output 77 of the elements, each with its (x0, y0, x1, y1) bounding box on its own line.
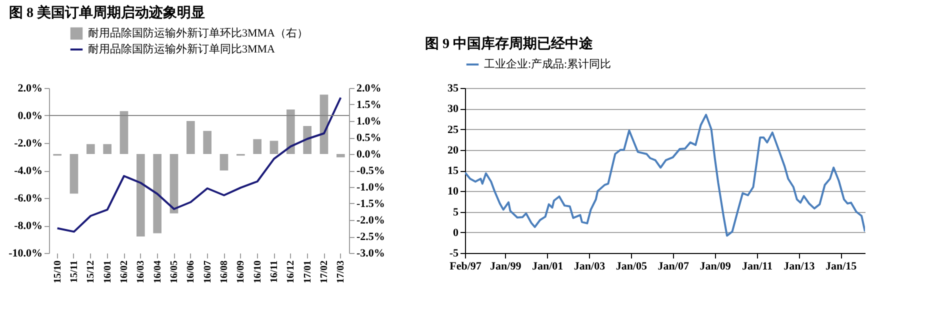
x-tick-label: Jan/13 (784, 260, 816, 272)
y-tick-label: -2.0% (14, 138, 42, 150)
x-tick-label: 16/06 (186, 260, 197, 284)
x-tick-label: 15/10 (52, 260, 64, 284)
x-tick-label: 15/12 (86, 260, 97, 284)
line-series (56, 96, 342, 233)
y2-tick-label: 0.5% (356, 132, 382, 144)
chart-title: 图 8 美国订单周期启动迹象明显 (9, 4, 205, 21)
y2-tick-label: -1.0% (356, 182, 385, 194)
line-series (465, 114, 865, 237)
x-tick-label: Jan/03 (574, 260, 606, 272)
y2-tick-label: 1.0% (356, 116, 382, 128)
y-tick-label: 20 (448, 144, 459, 156)
bar (86, 144, 95, 154)
y-tick-label: 10 (448, 186, 459, 198)
x-tick-label: 16/07 (202, 260, 214, 284)
bar (336, 154, 345, 158)
x-tick-label: 16/02 (119, 260, 130, 284)
chart-title: 图 9 中国库存周期已经中途 (425, 35, 594, 52)
bar (70, 154, 78, 194)
x-tick-label: Feb/97 (450, 260, 482, 272)
y-tick-label: -5 (449, 248, 459, 260)
y2-tick-label: -1.5% (356, 198, 385, 210)
y-tick-label: 15 (448, 165, 459, 177)
y2-tick-label: -2.5% (356, 231, 385, 243)
x-tick-label: 16/04 (152, 260, 164, 284)
x-tick-label: 17/03 (336, 260, 347, 284)
y-tick-label: -8.0% (14, 220, 42, 232)
bar (286, 109, 295, 154)
x-tick-label: Jan/01 (532, 260, 564, 272)
x-tick-label: 16/05 (169, 260, 180, 284)
x-tick-label: 17/01 (302, 260, 314, 284)
x-tick-label: 17/02 (319, 260, 330, 284)
bar (270, 140, 278, 154)
x-tick-label: 16/03 (136, 260, 147, 284)
x-tick-label: 15/11 (69, 260, 80, 283)
y-tick-label: 30 (448, 103, 459, 116)
y2-tick-label: -0.5% (356, 165, 385, 177)
bar (170, 154, 178, 214)
y2-tick-label: -3.0% (356, 248, 385, 260)
x-tick-label: Jan/09 (700, 260, 732, 272)
bar (153, 154, 162, 234)
bar (103, 144, 112, 154)
x-tick-label: Jan/05 (616, 260, 648, 272)
bar (253, 139, 262, 154)
y-tick-label: 0 (453, 226, 459, 239)
x-tick-label: 16/10 (252, 260, 264, 284)
x-tick-label: Jan/11 (742, 260, 773, 272)
y-tick-label: 35 (448, 82, 459, 94)
y2-tick-label: 1.5% (356, 99, 382, 111)
bar (220, 154, 228, 170)
legend-label: 耐用品除国防运输外新订单同比3MMA (88, 42, 276, 56)
x-tick-label: 16/01 (102, 260, 114, 284)
y-tick-label: 5 (453, 206, 459, 218)
x-tick-label: Jan/99 (490, 260, 522, 272)
x-tick-label: Jan/15 (826, 260, 858, 272)
y-tick-label: 2.0% (18, 82, 42, 94)
y-tick-label: 0.0% (18, 110, 42, 122)
legend-label: 耐用品除国防运输外新订单环比3MMA（右） (88, 26, 308, 40)
bar (120, 111, 128, 154)
x-tick-label: 16/12 (286, 260, 297, 284)
y-tick-label: -6.0% (14, 192, 42, 204)
bar (136, 154, 145, 236)
y-tick-label: -10.0% (8, 248, 42, 260)
x-tick-label: Jan/07 (658, 260, 690, 272)
x-tick-label: 16/11 (269, 260, 280, 283)
bar (186, 121, 195, 154)
x-tick-label: 16/08 (219, 260, 230, 284)
y2-tick-label: 0.0% (356, 148, 382, 160)
y-tick-label: 25 (448, 124, 459, 136)
legend-label: 工业企业:产成品:累计同比 (484, 58, 612, 70)
bar (203, 130, 212, 154)
y-tick-label: -4.0% (14, 165, 42, 177)
bar (303, 126, 312, 154)
x-tick-label: 16/09 (236, 260, 247, 284)
y2-tick-label: -2.0% (356, 214, 385, 226)
y2-tick-label: 2.0% (356, 82, 382, 94)
